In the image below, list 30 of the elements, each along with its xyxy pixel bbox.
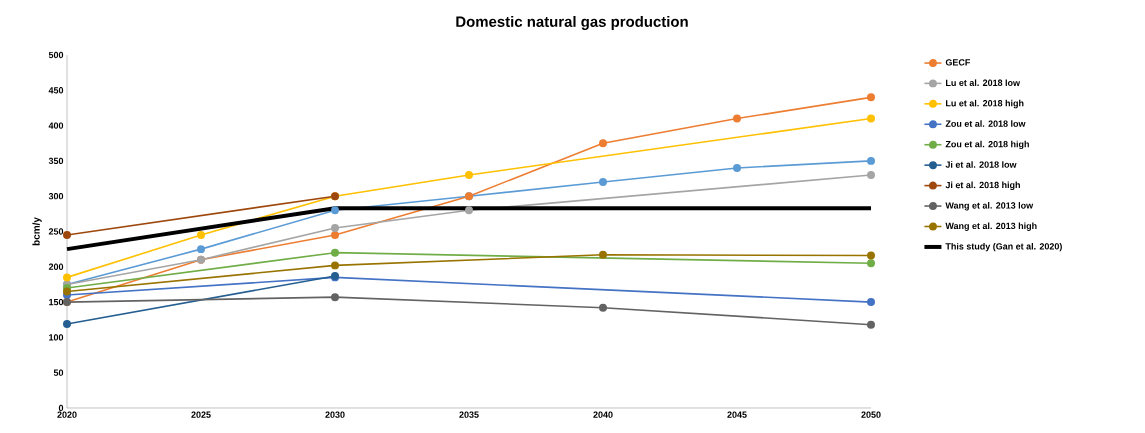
legend-label: GECF	[945, 59, 971, 66]
x-tick-label: 2025	[191, 411, 211, 418]
x-tick-label: 2030	[325, 411, 345, 418]
legend-label: Wang et al. 2013 low	[945, 202, 1034, 211]
y-tick-label: 450	[48, 87, 64, 94]
y-tick-label: 500	[48, 51, 64, 59]
y-tick-label: 250	[48, 228, 64, 235]
legend-label: Lu et al. 2018 high	[946, 99, 1024, 109]
x-tick-label: 2050	[861, 411, 881, 418]
legend-label: Zou et al. 2018 high	[945, 140, 1029, 150]
y-tick-label: 150	[49, 298, 64, 306]
legend-label: This study (Gan et al. 2020)	[945, 242, 1062, 252]
legend-label: Lu et al. 2018 low	[946, 79, 1021, 86]
x-tick-label: 2020	[57, 411, 77, 418]
y-tick-label: 0	[58, 404, 64, 412]
y-tick-label: 100	[49, 334, 64, 341]
y-axis-title: bcm/y	[32, 217, 42, 246]
chart-title: Domestic natural gas production	[456, 15, 688, 30]
y-tick-label: 200	[48, 263, 64, 270]
x-tick-label: 2045	[727, 411, 747, 418]
y-tick-label: 50	[53, 369, 64, 376]
legend-label: Ji et al. 2018 low	[945, 161, 1017, 168]
legend-label: Wang et al. 2013 high	[945, 222, 1037, 231]
y-tick-label: 300	[48, 193, 64, 200]
y-tick-label: 350	[48, 157, 64, 165]
x-tick-label: 2040	[593, 411, 613, 418]
x-tick-label: 2035	[459, 411, 479, 418]
legend-label: Zou et al. 2018 low	[945, 120, 1026, 127]
legend-label: Ji et al. 2018 high	[945, 181, 1020, 191]
y-tick-label: 400	[48, 122, 64, 129]
